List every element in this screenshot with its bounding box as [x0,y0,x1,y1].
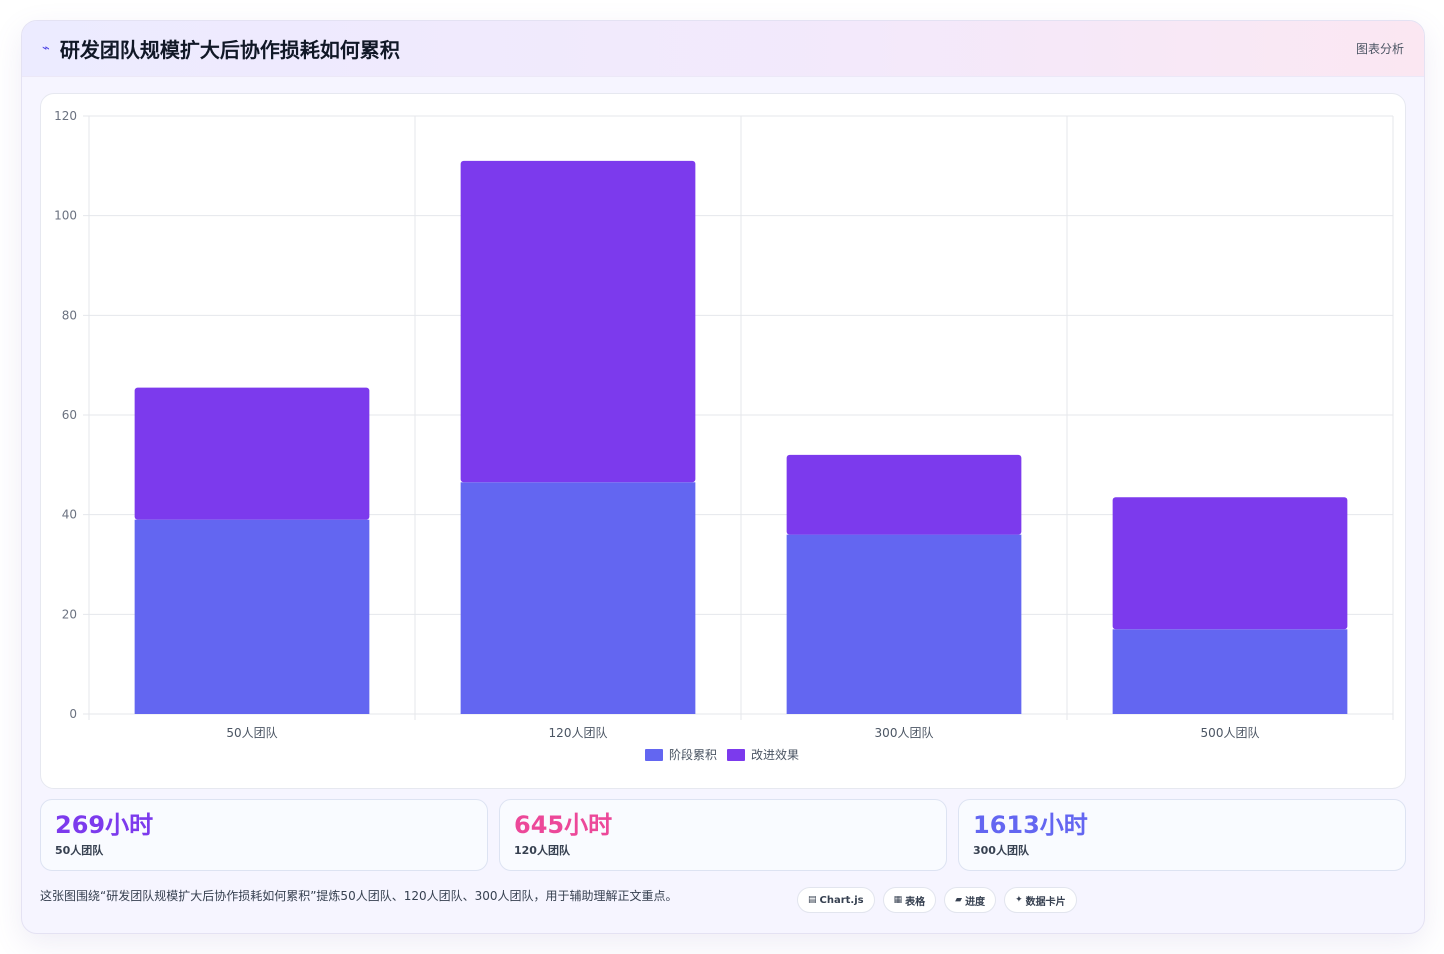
x-tick-label: 300人团队 [875,725,934,740]
chip-table[interactable]: ▦ 表格 [882,887,937,913]
stacked-bar-chart: 0 20 40 60 80 100 120 50人团队 120人团队 300人团队 500人团队阶段… [54,109,1394,762]
y-tick-label: 120 [54,109,77,123]
bar-stage-accumulation [460,482,696,714]
stat-label: 300人团队 [973,844,1029,857]
title-wrap: ⌁ 研发团队规模扩大后协作损耗如何累积 [42,34,400,63]
stat-card-1: 269小时 50人团队 [40,799,488,871]
stat-card-2: 645小时 120人团队 [499,799,947,871]
bar-improvement-effect [1112,497,1348,630]
chip-label: 进度 [965,896,986,908]
stat-value: 645小时 [514,811,613,839]
chip-progress[interactable]: ▰ 进度 [944,887,997,913]
progress-icon: ▰ [955,895,963,905]
table-icon: ▦ [893,895,903,905]
chip-label: Chart.js [819,894,864,906]
chart-analysis-tag: 图表分析 [1355,42,1404,56]
bar-stage-accumulation [134,519,370,714]
bar-stage-accumulation [786,534,1022,714]
y-tick-label: 100 [54,209,77,223]
legend-label: 阶段累积 [669,747,717,762]
trend-icon: ⌁ [42,41,50,56]
chart-icon: ▤ [808,895,817,905]
tech-chips: ▤ Chart.js ▦ 表格 ▰ 进度 ✦ 数据卡片 [797,887,1077,913]
y-tick-label: 20 [62,607,77,621]
bar-improvement-effect [134,387,370,520]
card-footer: 这张图围绕“研发团队规模扩大后协作损耗如何累积”提炼50人团队、120人团队、3… [40,885,1406,915]
stat-label: 120人团队 [514,844,570,857]
page-title: 研发团队规模扩大后协作损耗如何累积 [59,38,400,62]
chip-label: 数据卡片 [1025,896,1066,908]
stat-cards: 269小时 50人团队 645小时 120人团队 1613小时 300人团队 [40,799,1406,871]
x-tick-label: 50人团队 [226,725,277,740]
stat-label: 50人团队 [55,844,104,857]
chart-card: ⌁ 研发团队规模扩大后协作损耗如何累积 图表分析 0 20 40 60 80 100 120… [21,20,1425,934]
chart-panel: 0 20 40 60 80 100 120 50人团队 120人团队 300人团队 500人团队阶段… [40,93,1406,789]
stat-value: 1613小时 [973,811,1088,839]
card-header: ⌁ 研发团队规模扩大后协作损耗如何累积 图表分析 [22,21,1424,77]
x-tick-label: 120人团队 [549,725,608,740]
legend-swatch [645,749,663,761]
y-tick-label: 80 [62,308,77,322]
legend-swatch [727,749,745,761]
chart-caption: 这张图围绕“研发团队规模扩大后协作损耗如何累积”提炼50人团队、120人团队、3… [40,889,678,903]
chip-chartjs[interactable]: ▤ Chart.js [797,887,875,913]
sparkle-icon: ✦ [1015,895,1023,905]
stat-card-3: 1613小时 300人团队 [958,799,1406,871]
chip-data-card[interactable]: ✦ 数据卡片 [1004,887,1077,913]
stat-value: 269小时 [55,811,154,839]
y-tick-label: 0 [69,707,77,721]
y-tick-label: 40 [62,508,77,522]
bar-improvement-effect [786,454,1022,535]
bar-improvement-effect [460,160,696,483]
chip-label: 表格 [905,896,926,908]
y-tick-label: 60 [62,408,77,422]
legend-label: 改进效果 [751,747,799,762]
x-tick-label: 500人团队 [1201,725,1260,740]
bar-stage-accumulation [1112,629,1348,714]
